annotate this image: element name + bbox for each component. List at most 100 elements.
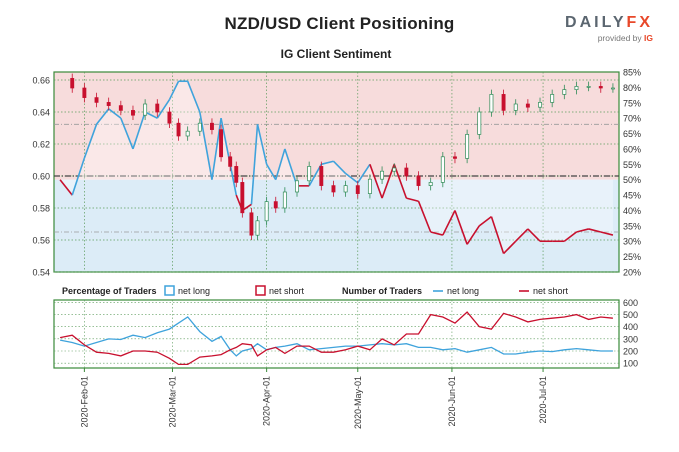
price-candle <box>295 180 299 193</box>
traders-plot-area <box>59 311 613 366</box>
price-candle <box>155 103 160 113</box>
legend-pct-label: Percentage of Traders <box>62 286 157 296</box>
price-candle <box>118 105 123 111</box>
provided-by-text: provided by <box>597 33 642 43</box>
price-candle <box>440 156 445 183</box>
sentiment-line-segment <box>406 197 419 203</box>
plot-frame <box>53 71 620 273</box>
legend-num-label: Number of Traders <box>342 286 422 296</box>
price-candle <box>525 103 530 108</box>
percent-tick-label: 85% <box>623 68 641 78</box>
legend: Percentage of Traders net long net short Nu… <box>62 285 569 296</box>
sentiment-line-segment <box>393 164 408 199</box>
price-candle <box>550 94 555 103</box>
price-candle <box>513 103 518 111</box>
price-candle <box>106 102 111 106</box>
price-tick-label: 0.54 <box>32 268 50 278</box>
traders-tick-label: 200 <box>623 347 638 357</box>
price-tick-label: 0.60 <box>32 172 50 182</box>
price-candle <box>319 166 324 186</box>
price-candle <box>143 103 148 116</box>
net-long-region <box>54 179 619 272</box>
percent-tick-label: 25% <box>623 252 641 262</box>
price-candle <box>219 129 224 158</box>
price-tick-label: 0.58 <box>32 204 50 214</box>
percent-tick-label: 70% <box>623 114 641 124</box>
legend-num-long: net long <box>447 286 479 296</box>
sentiment-line-segment <box>199 111 213 180</box>
price-candle <box>574 86 579 90</box>
price-candle <box>367 178 372 194</box>
traders-frame <box>53 299 620 369</box>
x-tick-label: 2020-Jun-01 <box>447 376 457 427</box>
price-candle <box>453 156 457 159</box>
sentiment-line-segment <box>229 164 238 196</box>
percent-tick-label: 60% <box>623 144 641 154</box>
price-candle <box>562 89 567 95</box>
price-candle <box>240 182 245 214</box>
sentiment-line-segment <box>600 231 614 236</box>
price-candle <box>538 102 542 108</box>
price-candle <box>355 185 360 194</box>
price-tick-label: 0.62 <box>32 140 50 150</box>
traders-tick-label: 100 <box>623 359 638 369</box>
price-candle <box>428 182 433 186</box>
traders-tick-label: 600 <box>623 298 638 308</box>
price-candle <box>598 86 603 89</box>
sentiment-line-segment <box>108 108 122 119</box>
sentiment-line-segment <box>503 240 517 255</box>
sentiment-line-segment <box>308 163 323 187</box>
brand-name-accent: FX <box>626 14 653 31</box>
price-candle <box>489 94 494 113</box>
brand-name: DAILY <box>565 14 627 31</box>
sentiment-line-segment <box>168 80 180 101</box>
price-candle <box>331 185 336 193</box>
sentiment-line-segment <box>186 80 201 113</box>
sentiment-line-segment <box>156 99 171 119</box>
sentiment-line-segment <box>132 111 146 150</box>
sentiment-line-segment <box>345 172 359 184</box>
sentiment-line-segment <box>478 215 492 227</box>
net-short-region <box>54 72 619 180</box>
sentiment-line-segment <box>321 160 334 166</box>
legend-long-swatch <box>164 285 175 296</box>
percent-tick-label: 40% <box>623 206 641 216</box>
sentiment-line-segment <box>250 124 259 205</box>
percent-tick-label: 45% <box>623 191 641 201</box>
price-candle <box>167 111 172 124</box>
sentiment-line-segment <box>332 160 347 175</box>
sentiment-line-segment <box>274 148 286 180</box>
sentiment-line-segment <box>515 228 529 242</box>
sentiment-line-segment <box>430 231 444 236</box>
percent-tick-label: 30% <box>623 237 641 247</box>
sentiment-line-segment <box>417 200 432 233</box>
price-candle <box>465 134 470 159</box>
price-candle <box>197 122 202 132</box>
sentiment-line-segment <box>490 216 505 254</box>
price-candle <box>307 166 312 182</box>
sentiment-line-segment <box>369 164 383 199</box>
page-title: NZD/USD Client Positioning <box>224 14 455 33</box>
x-tick-label: 2020-Feb-01 <box>79 376 89 428</box>
traders-tick-label: 500 <box>623 310 638 320</box>
x-tick-label: 2020-Mar-01 <box>167 376 177 428</box>
price-candle <box>255 220 260 236</box>
percent-tick-label: 75% <box>623 98 641 108</box>
percent-tick-label: 65% <box>623 129 641 139</box>
sentiment-line-segment <box>442 210 456 236</box>
sentiment-line-segment <box>120 117 134 150</box>
sentiment-line-segment <box>381 164 395 199</box>
sentiment-line-segment <box>144 111 158 119</box>
price-tick-label: 0.56 <box>32 236 50 246</box>
price-candle <box>264 201 269 222</box>
sentiment-line-segment <box>357 163 371 184</box>
traders-tick-label: 400 <box>623 322 638 332</box>
chart-title: IG Client Sentiment <box>281 47 392 61</box>
price-candle <box>176 122 181 137</box>
legend-net-long: net long <box>178 286 210 296</box>
traders-tick-label: 300 <box>623 334 638 344</box>
sentiment-line-segment <box>59 179 73 196</box>
price-candle <box>404 167 409 177</box>
sentiment-line-segment <box>466 225 480 245</box>
